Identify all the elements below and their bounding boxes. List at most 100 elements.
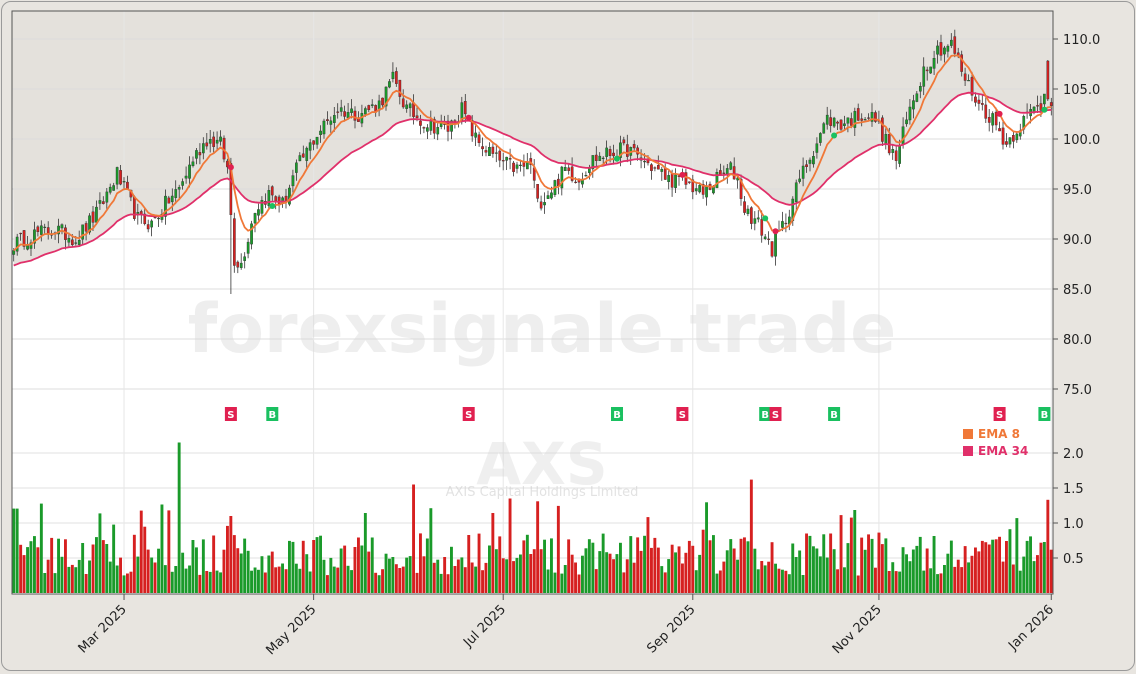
volume-bar <box>253 567 257 593</box>
candle <box>760 210 764 243</box>
volume-bar <box>481 570 484 593</box>
candle <box>653 166 657 172</box>
candle <box>619 135 622 167</box>
volume-bar <box>581 555 584 593</box>
candle-body <box>322 120 326 135</box>
candle <box>650 163 653 180</box>
legend: EMA 8 EMA 34 <box>963 427 1028 458</box>
volume-bar <box>880 544 884 593</box>
volume-bar <box>553 572 557 593</box>
signal-dot <box>679 171 686 178</box>
candle <box>291 169 295 193</box>
candle <box>794 179 798 212</box>
volume-bar <box>294 563 298 593</box>
candle-body <box>95 206 98 223</box>
volume-bar <box>663 572 667 593</box>
candle-body <box>584 174 588 177</box>
candle <box>815 137 819 159</box>
candle <box>201 137 205 160</box>
volume-bar <box>301 540 305 593</box>
candle <box>819 132 822 146</box>
volume-bar <box>195 547 198 593</box>
candle <box>891 145 895 160</box>
volume-bar <box>967 562 970 593</box>
volume-bar <box>57 538 60 593</box>
volume-bar <box>574 562 577 593</box>
candle-body <box>470 120 474 137</box>
volume-bar <box>980 540 984 593</box>
volume-bar <box>925 548 929 593</box>
volume-bar <box>812 546 815 593</box>
volume-bar <box>860 537 864 593</box>
volume-bar <box>150 557 154 593</box>
candle <box>477 131 481 147</box>
candle-body <box>1001 127 1005 145</box>
candle-body <box>367 105 371 111</box>
volume-bar <box>939 573 943 593</box>
candle <box>84 221 88 241</box>
candle <box>236 260 240 274</box>
volume-bar <box>694 570 698 593</box>
candle <box>470 115 474 142</box>
volume-bar <box>394 564 398 593</box>
candle <box>701 180 705 199</box>
candle <box>1005 133 1008 148</box>
volume-bar <box>908 561 912 593</box>
candle-body <box>605 147 608 157</box>
candle <box>422 126 426 134</box>
candle <box>994 107 998 131</box>
candle <box>319 125 322 143</box>
candle <box>805 160 808 173</box>
candle-body <box>1036 105 1039 107</box>
volume-bar <box>443 557 447 593</box>
signal-label: S <box>772 410 779 421</box>
candle-body <box>698 185 701 193</box>
volume-bar <box>832 549 836 593</box>
candle-body <box>67 237 71 243</box>
volume-bar <box>929 568 933 593</box>
candle <box>660 166 664 181</box>
volume-bar <box>522 540 526 593</box>
x-tick-label: Mar 2025 <box>76 602 130 656</box>
candle <box>512 161 515 177</box>
volume-bars <box>12 442 1053 593</box>
volume-bar <box>953 566 957 593</box>
candle-body <box>388 81 391 88</box>
candle-body <box>750 207 753 224</box>
candle-body <box>498 150 502 161</box>
volume-bar <box>43 573 47 593</box>
candle-body <box>722 172 726 174</box>
volume-bar <box>974 547 977 593</box>
volume-tick-label: 1.0 <box>1063 517 1084 532</box>
volume-bar <box>64 539 67 593</box>
candle-body <box>112 185 115 191</box>
volume-bar <box>77 559 81 593</box>
volume-bar <box>1025 540 1029 593</box>
volume-bar <box>67 566 71 593</box>
volume-bar <box>801 575 805 593</box>
volume-tick-label: 1.5 <box>1063 482 1084 497</box>
volume-bar <box>684 552 688 593</box>
candle <box>508 148 512 170</box>
candle <box>919 82 922 99</box>
candle-body <box>150 220 153 228</box>
candle-body <box>746 208 750 214</box>
candle-body <box>794 182 798 203</box>
candle-body <box>860 118 864 121</box>
candle <box>1046 60 1050 101</box>
candle <box>567 163 571 175</box>
volume-bar <box>167 510 171 593</box>
volume-bar <box>363 513 367 593</box>
candle-body <box>115 167 119 185</box>
candle-body <box>436 127 440 135</box>
candle-body <box>336 111 340 113</box>
watermark: forexsignale.trade <box>188 290 897 369</box>
signal-label: B <box>830 410 838 421</box>
volume-bar <box>146 549 150 593</box>
price-tick-label: 85.0 <box>1063 283 1092 298</box>
candle <box>488 142 491 156</box>
candle <box>284 188 288 209</box>
candle-body <box>643 160 646 163</box>
candle-body <box>1049 102 1053 106</box>
